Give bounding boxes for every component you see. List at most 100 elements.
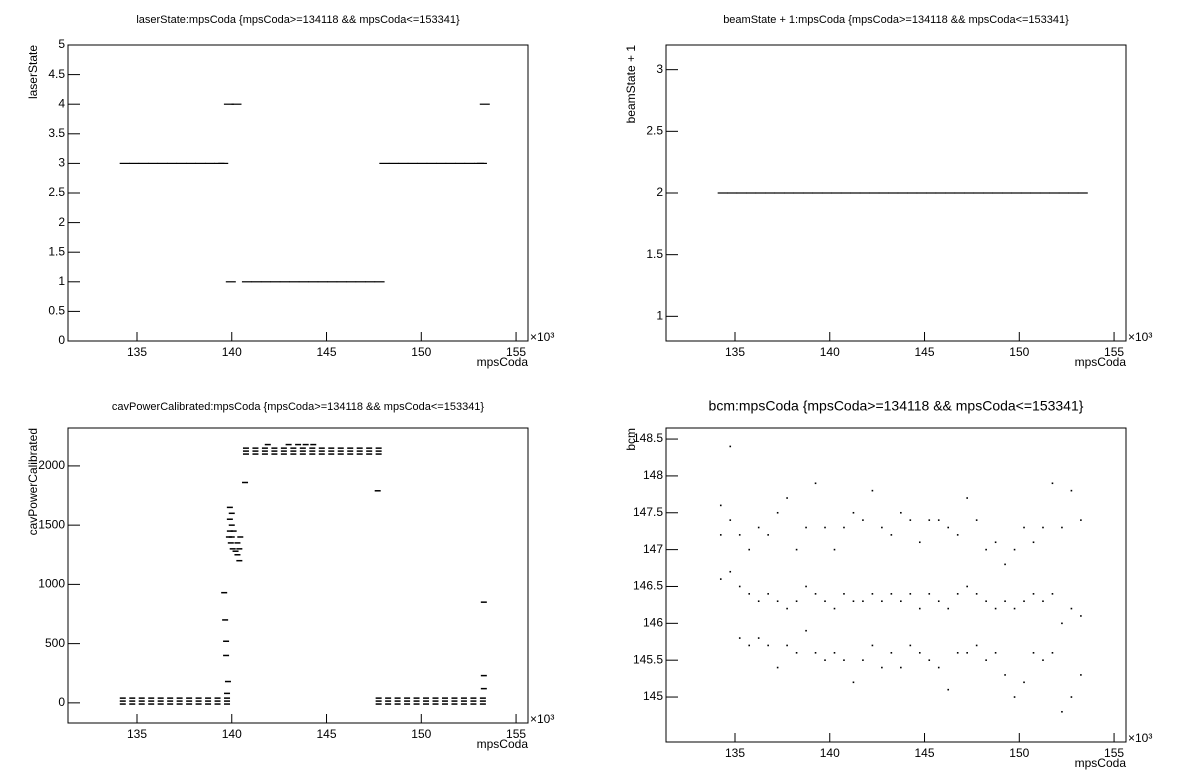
point <box>237 536 244 538</box>
point <box>460 703 467 705</box>
point <box>242 447 249 449</box>
point <box>460 697 467 699</box>
point <box>767 644 769 647</box>
point <box>138 703 145 705</box>
point <box>375 453 382 455</box>
point <box>748 548 751 551</box>
point <box>308 281 319 283</box>
point <box>935 192 946 194</box>
point <box>451 697 458 699</box>
point <box>398 162 409 164</box>
point <box>757 526 760 529</box>
point <box>878 192 889 194</box>
point <box>232 550 239 552</box>
point <box>786 607 788 610</box>
point <box>230 530 237 532</box>
point <box>480 674 487 677</box>
point <box>298 281 309 283</box>
point <box>176 703 183 705</box>
x-multiplier: ×10³ <box>1128 731 1152 745</box>
point <box>279 281 290 283</box>
point <box>195 703 202 705</box>
y-axis-label: beamState + 1 <box>624 45 638 124</box>
point <box>426 162 437 164</box>
point <box>824 659 826 661</box>
point <box>318 450 325 452</box>
point <box>186 703 193 705</box>
point <box>229 548 236 550</box>
point <box>261 453 268 455</box>
point <box>366 450 373 452</box>
y-tick-label: 2.5 <box>646 124 663 138</box>
point <box>138 697 145 699</box>
point <box>214 700 221 702</box>
point <box>417 162 428 164</box>
point <box>223 654 230 657</box>
point <box>148 697 155 699</box>
point <box>1042 600 1044 603</box>
point <box>1051 593 1054 595</box>
point <box>365 281 376 283</box>
point <box>385 697 392 699</box>
point <box>252 447 259 449</box>
y-tick-label: 4 <box>58 96 65 110</box>
point <box>767 593 769 595</box>
point <box>985 600 987 603</box>
point <box>869 192 880 194</box>
point <box>234 554 241 556</box>
point <box>280 447 287 449</box>
point <box>260 281 271 283</box>
point <box>795 600 798 603</box>
point <box>337 450 344 452</box>
y-tick-label: 1500 <box>38 517 65 531</box>
point <box>1058 192 1069 194</box>
x-tick-label: 155 <box>506 345 526 359</box>
point <box>413 697 420 699</box>
point <box>1030 192 1041 194</box>
y-axis-label: cavPowerCalibrated <box>26 428 40 535</box>
point <box>1023 526 1025 529</box>
point <box>241 281 252 283</box>
point <box>290 450 297 452</box>
point <box>805 585 807 588</box>
y-tick-label: 500 <box>45 636 65 650</box>
point <box>441 703 448 705</box>
point <box>802 192 813 194</box>
point <box>271 453 278 455</box>
point <box>176 700 183 702</box>
point <box>776 511 779 514</box>
point <box>302 443 309 446</box>
point <box>328 447 335 449</box>
point <box>480 687 487 690</box>
point <box>388 162 399 164</box>
point <box>1068 192 1079 194</box>
point <box>346 281 357 283</box>
point <box>840 192 851 194</box>
y-axis-label: laserState <box>26 45 40 99</box>
point <box>195 700 202 702</box>
point <box>148 700 155 702</box>
point <box>928 593 931 595</box>
point <box>347 447 354 449</box>
point <box>285 443 292 446</box>
point <box>881 600 883 603</box>
point <box>309 447 316 449</box>
frame <box>67 44 529 342</box>
point <box>366 453 373 455</box>
point <box>227 542 234 544</box>
point <box>129 700 136 702</box>
x-axis-label: mpsCoda <box>477 355 529 369</box>
point <box>719 504 722 507</box>
point <box>871 593 874 595</box>
point <box>1070 489 1073 492</box>
point <box>167 162 178 164</box>
point <box>881 666 883 669</box>
point <box>926 192 937 194</box>
point <box>833 548 836 551</box>
point <box>470 700 477 702</box>
chart-title: beamState + 1:mpsCoda {mpsCoda>=134118 &… <box>723 14 1069 26</box>
point <box>1004 600 1006 603</box>
x-tick-label: 155 <box>1104 746 1124 760</box>
x-tick-label: 140 <box>820 746 840 760</box>
point <box>214 697 221 699</box>
